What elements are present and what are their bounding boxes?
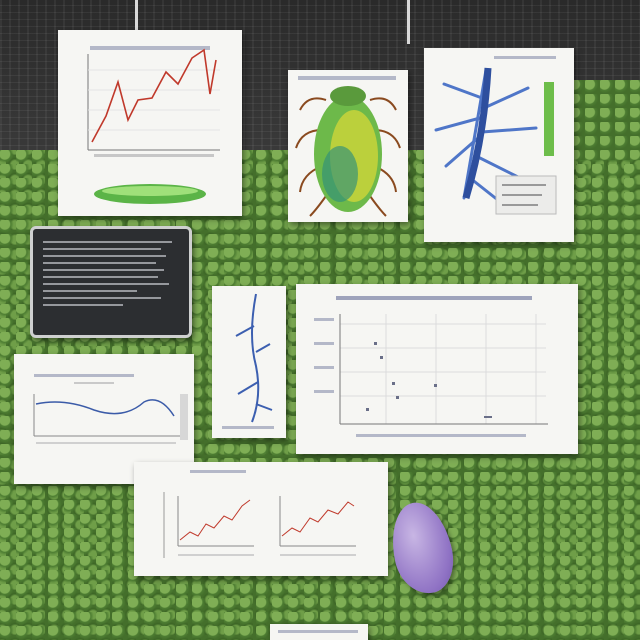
scatter-chart-graphic	[314, 296, 548, 437]
insect-illustration-card	[288, 70, 408, 222]
line-chart-card	[58, 30, 242, 216]
blue-root-diagram-card	[424, 48, 574, 242]
scatter-chart-card	[296, 284, 578, 454]
twin-sparkline-graphic	[163, 470, 356, 558]
text-lines	[43, 241, 177, 311]
bottom-note-lines	[278, 630, 358, 633]
blue-vein-strip-card	[212, 286, 286, 438]
blue-vein-illustration	[222, 293, 274, 429]
insect-illustration	[295, 76, 401, 217]
hanging-string	[407, 0, 410, 44]
line-chart-graphic	[87, 46, 220, 204]
bottom-note-card	[270, 624, 368, 640]
twin-sparkline-card	[134, 462, 388, 576]
dark-text-card	[30, 226, 192, 338]
curve-chart-graphic	[33, 374, 188, 444]
hanging-string	[135, 0, 138, 44]
blue-root-diagram	[434, 56, 557, 215]
